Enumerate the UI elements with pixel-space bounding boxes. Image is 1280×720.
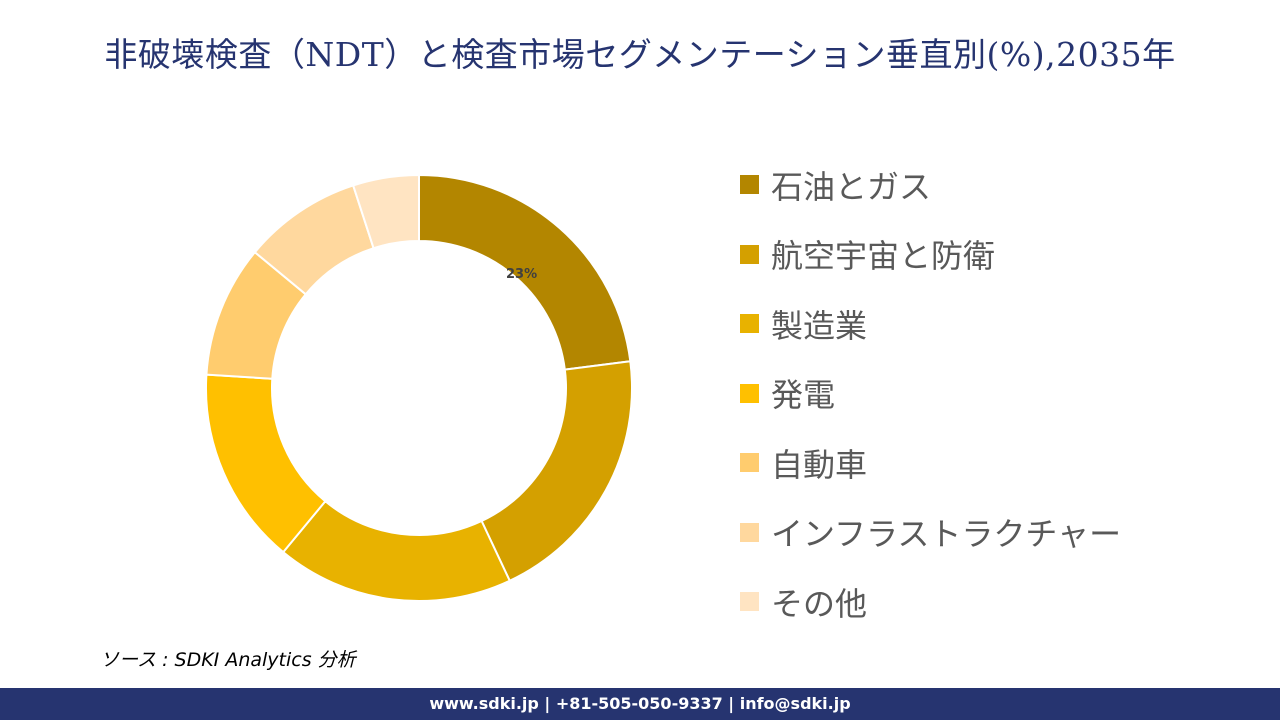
footer-contact: www.sdki.jp | +81-505-050-9337 | info@sd… — [0, 688, 1280, 720]
legend-swatch — [740, 453, 759, 473]
legend-swatch — [740, 383, 759, 403]
donut-slice-2 — [480, 360, 633, 583]
legend-swatch — [740, 592, 759, 612]
legend-swatch — [740, 175, 759, 195]
legend-label: 石油とガス — [771, 167, 932, 206]
legend-item: その他 — [740, 567, 1121, 637]
legend-item: 石油とガス — [740, 150, 1121, 220]
legend-label: 自動車 — [771, 445, 868, 484]
legend-swatch — [740, 244, 759, 264]
legend-swatch — [740, 314, 759, 334]
legend-item: 自動車 — [740, 428, 1121, 498]
chart-title: 非破壊検査（NDT）と検査市場セグメンテーション垂直別(%),2035年 — [104, 35, 1176, 74]
legend-label: 発電 — [771, 376, 836, 415]
legend-item: 発電 — [740, 359, 1121, 429]
legend-item: 航空宇宙と防衛 — [740, 220, 1121, 290]
donut-slice-3 — [281, 499, 512, 602]
legend-label: 航空宇宙と防衛 — [771, 237, 996, 276]
legend: 石油とガス航空宇宙と防衛 製造業発電自動車インフラストラクチャー その他 — [740, 150, 1121, 637]
legend-item: 製造業 — [740, 289, 1121, 359]
data-label: 23% — [506, 267, 537, 282]
source-note: ソース : SDKI Analytics 分析 — [100, 649, 356, 671]
legend-label: インフラストラクチャー — [771, 515, 1122, 554]
legend-item: インフラストラクチャー — [740, 498, 1121, 568]
legend-label: その他 — [771, 584, 868, 623]
legend-label: 製造業 — [771, 306, 868, 345]
donut-slice-7 — [351, 173, 420, 250]
legend-swatch — [740, 522, 759, 542]
